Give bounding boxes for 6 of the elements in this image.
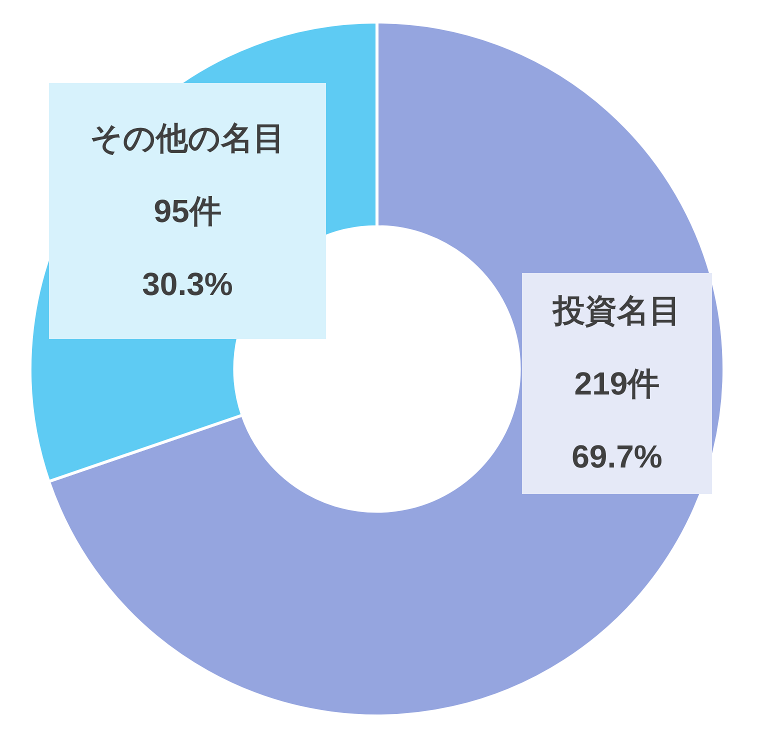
slice-label: その他の名目	[90, 120, 285, 156]
data-label: 219件	[574, 366, 660, 402]
text: 30.3%	[142, 266, 233, 302]
text: 69.7%	[572, 438, 662, 474]
slice-label: 投資名目	[551, 292, 681, 328]
data-label: 95件	[154, 193, 222, 229]
